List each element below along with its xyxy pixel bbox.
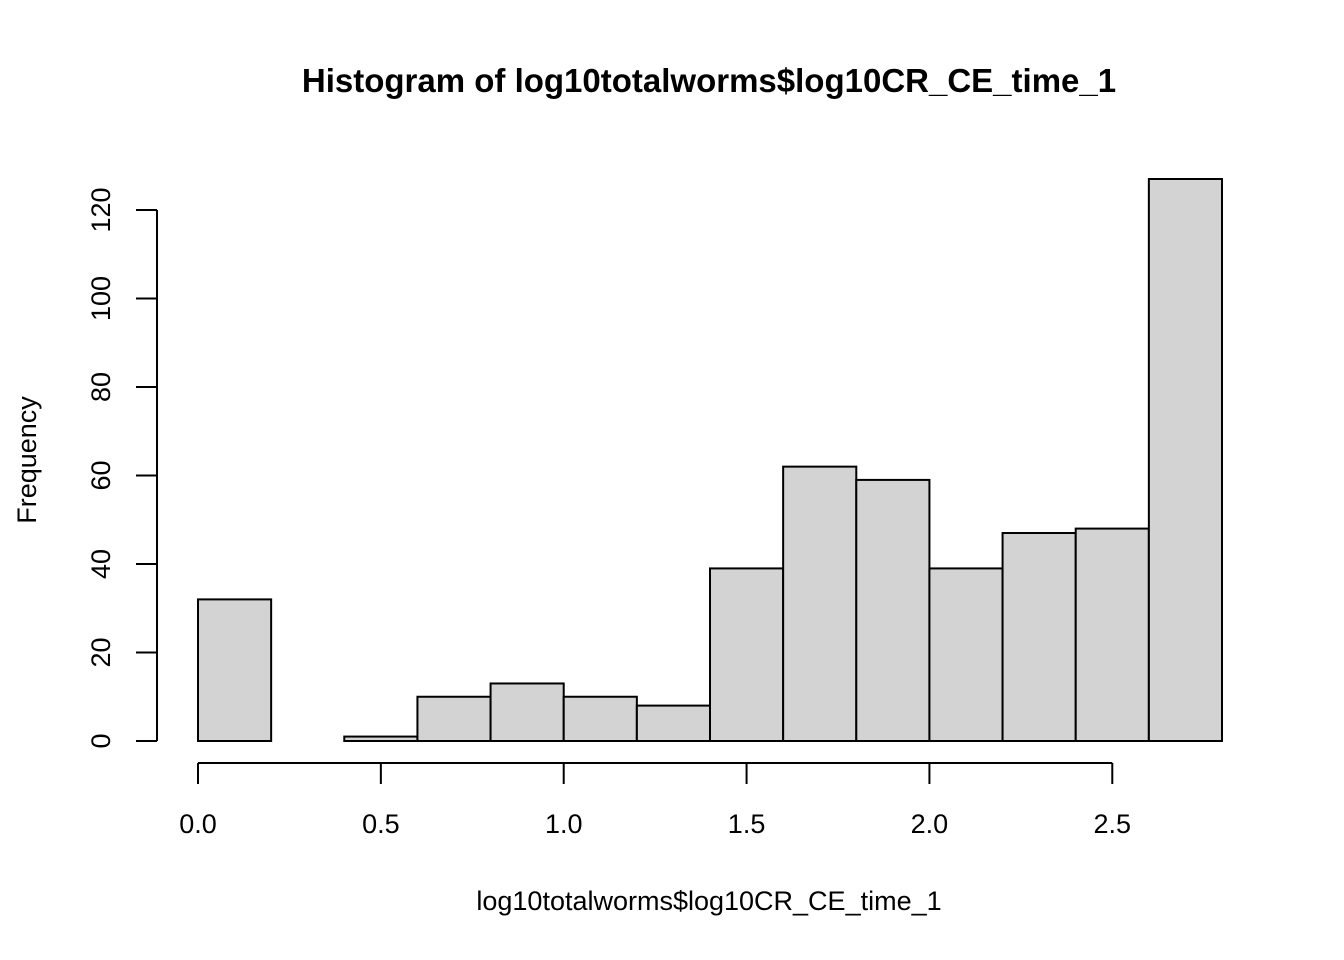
histogram-bar-4 (489, 682, 565, 742)
x-tick-label-1: 0.5 (362, 809, 400, 839)
histogram-bar-8 (782, 465, 858, 742)
histogram-bar-5 (562, 695, 638, 743)
chart-title: Histogram of log10totalworms$log10CR_CE_… (302, 62, 1116, 99)
y-tick-label-6: 120 (86, 187, 116, 232)
histogram-bar-7 (709, 567, 785, 742)
x-axis: 0.0 0.5 1.0 1.5 2.0 2.5 (179, 762, 1132, 839)
x-axis-label: log10totalworms$log10CR_CE_time_1 (476, 886, 941, 916)
histogram-bar-3 (416, 695, 492, 743)
bars-group (197, 178, 1224, 743)
histogram-bar-2 (343, 735, 419, 743)
x-tick-label-3: 1.5 (728, 809, 766, 839)
x-tick-label-4: 2.0 (911, 809, 949, 839)
y-axis-label: Frequency (12, 396, 42, 524)
histogram-bar-9 (855, 478, 931, 742)
y-tick-label-4: 80 (86, 372, 116, 402)
histogram-bar-11 (1001, 532, 1077, 742)
histogram-bar-12 (1074, 527, 1150, 743)
histogram-bar-0 (197, 598, 273, 742)
y-tick-label-3: 60 (86, 460, 116, 490)
x-tick-label-2: 1.0 (545, 809, 583, 839)
x-tick-label-5: 2.5 (1094, 809, 1132, 839)
y-tick-label-1: 20 (86, 637, 116, 667)
histogram-bar-6 (635, 704, 711, 743)
histogram-bar-10 (928, 567, 1004, 742)
y-tick-label-5: 100 (86, 276, 116, 321)
y-tick-label-0: 0 (86, 733, 116, 748)
y-axis: 0 20 40 60 80 100 120 (86, 187, 158, 749)
x-tick-label-0: 0.0 (179, 809, 217, 839)
y-tick-label-2: 40 (86, 549, 116, 579)
histogram-bar-13 (1147, 178, 1224, 742)
